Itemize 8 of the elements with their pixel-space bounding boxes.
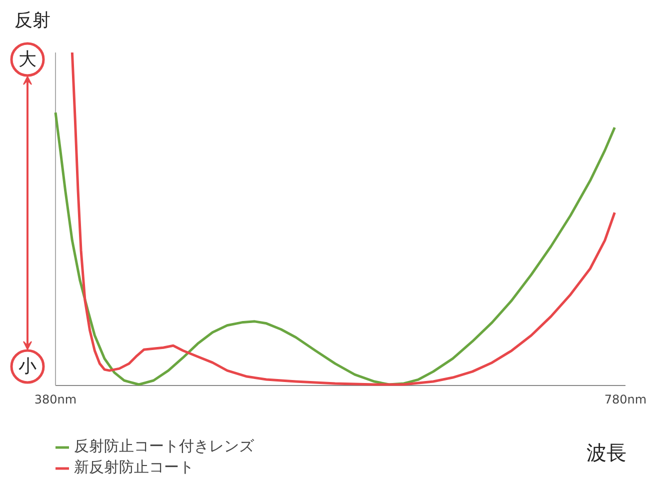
- x-tick-label: 780nm: [604, 392, 647, 406]
- x-tick-label: 380nm: [34, 392, 77, 406]
- text: 大: [18, 49, 36, 70]
- y-axis-title: 反射: [14, 10, 50, 31]
- legend-label: 新反射防止コート: [74, 458, 194, 477]
- text: 小: [18, 356, 36, 377]
- legend-label: 反射防止コート付きレンズ: [74, 437, 254, 456]
- x-axis-title: 波長: [586, 440, 626, 464]
